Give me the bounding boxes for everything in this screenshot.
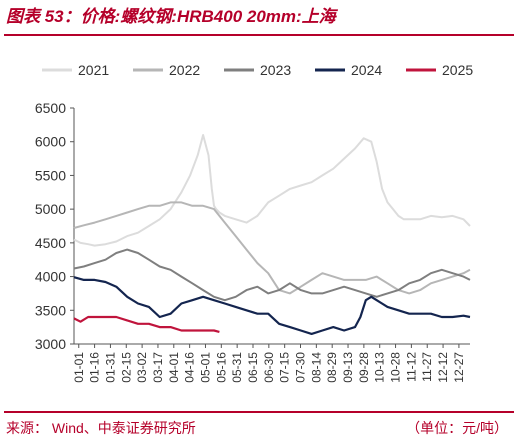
x-tick-label-09-13: 09-13 (341, 352, 355, 383)
x-tick-label-06-30: 06-30 (262, 352, 276, 383)
x-tick-label-05-16: 05-16 (214, 352, 228, 383)
y-tick-label-6000: 6000 (35, 134, 66, 150)
x-axis: 01-01 01-16 01-31 02-15 03-02 03-17 04-01 04-16… (72, 343, 470, 383)
x-tick-label-09-28: 09-28 (357, 352, 371, 383)
footer-rule (4, 411, 514, 413)
x-tick-label-03-17: 03-17 (151, 352, 165, 383)
x-tick-label-07-15: 07-15 (278, 352, 292, 383)
series-line-2025 (73, 315, 220, 333)
series-line-2022 (73, 201, 471, 295)
title-underline (4, 34, 514, 36)
legend-label-2023: 2023 (260, 62, 291, 78)
x-tick-label-05-01: 05-01 (198, 352, 212, 383)
x-tick-label-04-16: 04-16 (183, 352, 197, 383)
y-tick-label-4000: 4000 (35, 269, 66, 285)
x-tick-label-08-29: 08-29 (325, 352, 339, 383)
legend-label-2021: 2021 (78, 62, 109, 78)
legend-label-2022: 2022 (169, 62, 200, 78)
y-tick-label-4500: 4500 (35, 235, 66, 251)
y-tick-label-3000: 3000 (35, 336, 66, 352)
y-tick-label-5500: 5500 (35, 167, 66, 183)
x-tick-label-02-15: 02-15 (119, 352, 133, 383)
chart-title: 图表 53：价格:螺纹钢:HRB400 20mm:上海 (6, 7, 336, 26)
y-tick-label-3500: 3500 (35, 302, 66, 318)
x-tick-label-05-31: 05-31 (230, 352, 244, 383)
series-line-2023 (73, 248, 471, 302)
x-tick-label-04-01: 04-01 (167, 352, 181, 383)
price-line-chart: 2021 2022 2023 2024 2025 3000 3500 4000 4500 500… (35, 62, 474, 383)
x-tick-label-11-12: 11-12 (404, 352, 418, 382)
legend: 2021 2022 2023 2024 2025 (42, 62, 473, 78)
x-tick-label-06-15: 06-15 (246, 352, 260, 383)
y-tick-label-6500: 6500 (35, 100, 66, 116)
x-tick-label-11-27: 11-27 (420, 352, 434, 382)
y-axis: 3000 3500 4000 4500 5000 5500 6000 6500 (35, 100, 75, 352)
x-tick-label-01-01: 01-01 (72, 352, 86, 383)
x-tick-label-12-12: 12-12 (436, 352, 450, 383)
series-line-2024 (73, 276, 471, 335)
source-note: 来源： Wind、中泰证券研究所 (6, 420, 196, 436)
unit-note: （单位：元/吨） (406, 420, 508, 436)
y-tick-label-5000: 5000 (35, 201, 66, 217)
x-tick-label-01-31: 01-31 (103, 352, 117, 383)
x-tick-label-07-30: 07-30 (294, 352, 308, 383)
x-tick-label-10-28: 10-28 (389, 352, 403, 383)
plot-area (73, 134, 471, 335)
legend-label-2024: 2024 (351, 62, 382, 78)
series-line-2021 (73, 134, 471, 247)
x-tick-label-12-27: 12-27 (452, 352, 466, 383)
footer: 来源： Wind、中泰证券研究所 （单位：元/吨） (6, 416, 512, 440)
x-tick-label-08-14: 08-14 (309, 352, 323, 383)
x-tick-label-10-13: 10-13 (373, 352, 387, 383)
legend-label-2025: 2025 (442, 62, 473, 78)
x-tick-label-01-16: 01-16 (88, 352, 102, 383)
x-tick-label-03-02: 03-02 (135, 352, 149, 383)
